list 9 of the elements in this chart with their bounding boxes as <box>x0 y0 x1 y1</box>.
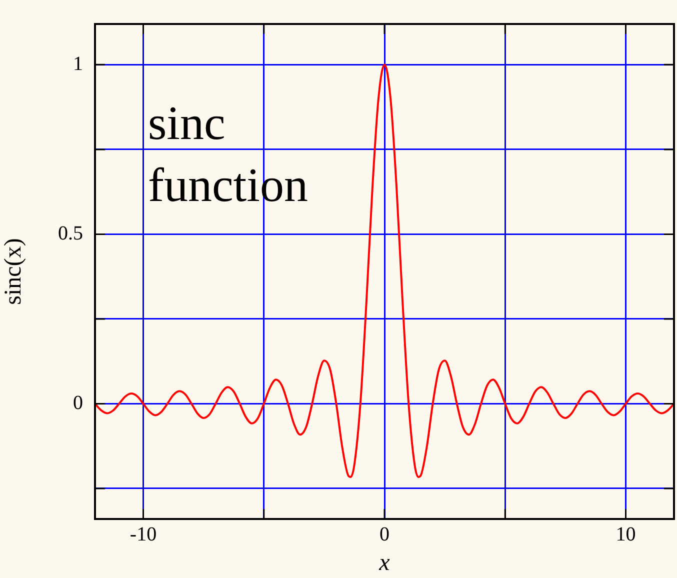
x-tick-label: -10 <box>130 523 157 546</box>
y-tick-label: 0 <box>73 392 83 414</box>
x-tick-label: 0 <box>380 523 390 546</box>
y-axis-title: sinc(x) <box>0 238 27 305</box>
y-tick-label: 0.5 <box>58 222 83 244</box>
x-tick-label: 10 <box>616 523 636 546</box>
line-series <box>95 64 674 478</box>
y-tick-label: 1 <box>73 52 83 75</box>
x-axis-title: x <box>378 550 390 576</box>
